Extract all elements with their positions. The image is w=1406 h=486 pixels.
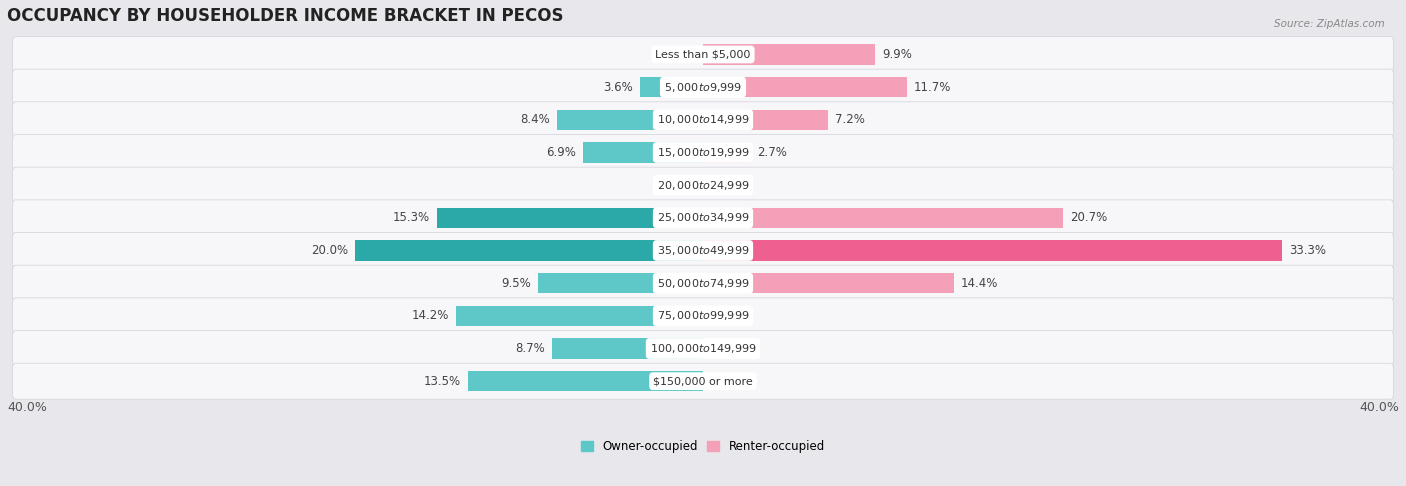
Bar (703, 273, 953, 293)
Bar (557, 110, 703, 130)
Text: $150,000 or more: $150,000 or more (654, 376, 752, 386)
Text: 40.0%: 40.0% (1360, 401, 1399, 415)
Bar (703, 77, 907, 97)
Text: 0.0%: 0.0% (666, 48, 696, 61)
Bar (703, 241, 1282, 260)
Text: $10,000 to $14,999: $10,000 to $14,999 (657, 113, 749, 126)
FancyBboxPatch shape (13, 265, 1393, 301)
Text: 15.3%: 15.3% (392, 211, 430, 225)
Text: $25,000 to $34,999: $25,000 to $34,999 (657, 211, 749, 225)
Bar (354, 241, 703, 260)
FancyBboxPatch shape (13, 135, 1393, 171)
Text: Source: ZipAtlas.com: Source: ZipAtlas.com (1274, 19, 1385, 30)
FancyBboxPatch shape (13, 232, 1393, 268)
Bar (468, 371, 703, 391)
Text: 6.9%: 6.9% (546, 146, 576, 159)
Text: 14.4%: 14.4% (960, 277, 998, 290)
FancyBboxPatch shape (13, 167, 1393, 203)
Bar (703, 142, 749, 163)
Text: 20.0%: 20.0% (311, 244, 349, 257)
Bar (703, 44, 876, 65)
Text: $5,000 to $9,999: $5,000 to $9,999 (664, 81, 742, 94)
Text: 20.7%: 20.7% (1070, 211, 1108, 225)
FancyBboxPatch shape (13, 330, 1393, 366)
Text: 3.6%: 3.6% (603, 81, 633, 94)
Text: 0.0%: 0.0% (666, 179, 696, 191)
Text: 0.0%: 0.0% (710, 375, 740, 388)
Text: 2.7%: 2.7% (756, 146, 787, 159)
FancyBboxPatch shape (13, 363, 1393, 399)
Bar (583, 142, 703, 163)
Text: $35,000 to $49,999: $35,000 to $49,999 (657, 244, 749, 257)
FancyBboxPatch shape (13, 298, 1393, 334)
Text: 0.0%: 0.0% (710, 309, 740, 322)
Text: $20,000 to $24,999: $20,000 to $24,999 (657, 179, 749, 191)
Text: 9.5%: 9.5% (501, 277, 530, 290)
Text: 8.4%: 8.4% (520, 113, 550, 126)
FancyBboxPatch shape (13, 102, 1393, 138)
FancyBboxPatch shape (13, 36, 1393, 72)
Text: 7.2%: 7.2% (835, 113, 865, 126)
Text: 0.0%: 0.0% (710, 179, 740, 191)
Text: 0.0%: 0.0% (710, 342, 740, 355)
Text: 33.3%: 33.3% (1289, 244, 1326, 257)
Bar (640, 77, 703, 97)
FancyBboxPatch shape (13, 200, 1393, 236)
Legend: Owner-occupied, Renter-occupied: Owner-occupied, Renter-occupied (581, 440, 825, 453)
Text: 9.9%: 9.9% (882, 48, 912, 61)
Text: $15,000 to $19,999: $15,000 to $19,999 (657, 146, 749, 159)
Bar (551, 338, 703, 359)
Text: 11.7%: 11.7% (914, 81, 950, 94)
FancyBboxPatch shape (13, 69, 1393, 105)
Bar (537, 273, 703, 293)
Text: $100,000 to $149,999: $100,000 to $149,999 (650, 342, 756, 355)
Text: 40.0%: 40.0% (7, 401, 46, 415)
Text: OCCUPANCY BY HOUSEHOLDER INCOME BRACKET IN PECOS: OCCUPANCY BY HOUSEHOLDER INCOME BRACKET … (7, 7, 564, 25)
Bar (437, 208, 703, 228)
Text: 14.2%: 14.2% (412, 309, 449, 322)
Bar (703, 208, 1063, 228)
Bar (703, 110, 828, 130)
Text: $75,000 to $99,999: $75,000 to $99,999 (657, 309, 749, 322)
Text: $50,000 to $74,999: $50,000 to $74,999 (657, 277, 749, 290)
Text: 8.7%: 8.7% (515, 342, 544, 355)
Text: 13.5%: 13.5% (425, 375, 461, 388)
Text: Less than $5,000: Less than $5,000 (655, 50, 751, 59)
Bar (456, 306, 703, 326)
